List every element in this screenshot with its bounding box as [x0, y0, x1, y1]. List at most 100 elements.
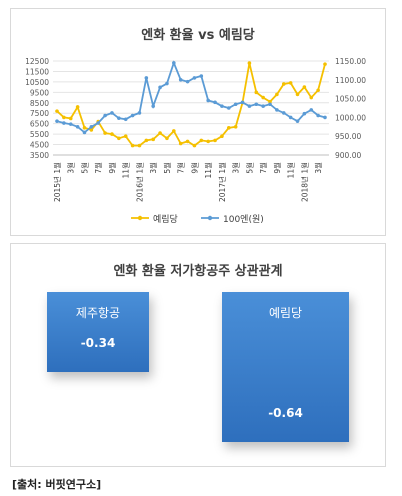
series-point-yen-100: [130, 113, 135, 118]
y-right-tick-label: 950.00: [335, 132, 361, 141]
series-point-yen-100: [199, 74, 204, 78]
y-right-tick-label: 1050.00: [335, 95, 366, 104]
series-point-yelimdang: [123, 134, 128, 138]
series-point-yelimdang: [103, 131, 107, 135]
y-left-tick-label: 6500: [30, 120, 49, 129]
legend-yelimdang-label: 예림당: [153, 213, 178, 225]
x-tick-label: 7월: [258, 162, 268, 174]
series-point-yen-100: [137, 111, 142, 115]
x-tick-label: 3월: [313, 162, 323, 174]
series-point-yen-100: [75, 125, 80, 129]
y-left-tick-label: 9500: [30, 88, 49, 97]
series-point-yelimdang: [213, 138, 217, 143]
x-tick-label: 9월: [107, 162, 117, 174]
y-right-tick-label: 1150.00: [335, 57, 366, 66]
series-point-yelimdang: [233, 125, 238, 129]
series-point-yen-100: [275, 108, 279, 112]
series-point-yen-100: [110, 111, 114, 115]
series-point-yen-100: [82, 130, 87, 135]
x-tick-label: 11월: [203, 162, 213, 179]
series-point-yelimdang: [117, 136, 121, 141]
bar-label-jeju-air: 제주항공: [75, 306, 121, 320]
line-chart-title: 엔화 환율 vs 예림당: [141, 27, 255, 43]
series-point-yelimdang: [254, 90, 259, 95]
series-point-yelimdang: [165, 136, 169, 141]
series-point-yelimdang: [206, 139, 210, 144]
series-point-yen-100: [55, 119, 59, 123]
series-point-yen-100: [158, 85, 162, 90]
series-point-yelimdang: [68, 116, 73, 121]
series-point-yen-100: [89, 125, 94, 129]
y-left-tick-label: 12500: [25, 57, 49, 66]
x-tick-label: 2015년 1월: [52, 162, 62, 202]
x-tick-label: 11월: [121, 162, 131, 179]
series-point-yelimdang: [158, 131, 162, 135]
series-point-yelimdang: [151, 137, 156, 142]
series-point-yelimdang: [295, 92, 300, 97]
correlation-chart-title: 엔화 환율 저가항공주 상관관계: [113, 264, 283, 279]
series-point-yelimdang: [199, 138, 204, 143]
series-point-yelimdang: [268, 99, 272, 104]
exchange-rate-chart-panel: 엔화 환율 vs 예림당 3500 4500 5500 6500 7500 8500 9500…: [10, 8, 386, 236]
x-tick-label: 2016년 1월: [134, 162, 144, 202]
x-tick-label: 5월: [244, 162, 254, 174]
series-point-yelimdang: [82, 126, 87, 130]
series-point-yen-100: [281, 111, 286, 115]
series-point-yen-100: [309, 108, 314, 112]
y-left-tick-label: 10500: [25, 78, 49, 87]
series-point-yen-100: [302, 111, 307, 116]
series-point-yen-100: [268, 102, 272, 107]
series-point-yelimdang: [110, 132, 114, 136]
series-point-yen-100: [288, 115, 293, 120]
y-right-tick-label: 1000.00: [335, 113, 366, 122]
x-tick-label: 2017년 1월: [217, 162, 227, 202]
series-point-yelimdang: [75, 105, 80, 109]
series-point-yen-100: [206, 98, 210, 103]
x-tick-label: 3월: [148, 162, 158, 174]
series-point-yen-100: [316, 113, 320, 118]
bar-value-jeju-air: -0.34: [80, 335, 116, 350]
series-point-yelimdang: [130, 143, 135, 148]
correlation-chart-panel: 엔화 환율 저가항공주 상관관계 제주항공 -0.34 예림당 -0.64: [10, 243, 386, 467]
y-left-tick-label: 3500: [30, 151, 49, 160]
series-point-yelimdang: [281, 82, 286, 86]
series-point-yelimdang: [247, 61, 252, 65]
series-point-yelimdang: [137, 143, 142, 148]
y-left-tick-label: 11500: [25, 67, 49, 76]
y-left-tick-label: 4500: [30, 141, 49, 150]
series-point-yelimdang: [220, 134, 224, 138]
x-tick-label: 2018년 1월: [299, 162, 309, 202]
series-point-yen-100: [254, 102, 259, 107]
x-tick-label: 3월: [66, 162, 76, 174]
x-tick-label: 9월: [189, 162, 199, 174]
series-point-yen-100: [103, 113, 107, 118]
series-point-yelimdang: [323, 62, 327, 66]
x-tick-label: 7월: [93, 162, 103, 174]
series-point-yelimdang: [62, 115, 66, 120]
series-point-yen-100: [226, 106, 231, 110]
series-point-yen-100: [323, 115, 327, 120]
series-point-yelimdang: [275, 92, 279, 97]
legend-yen-100-label: 100엔(원): [223, 214, 264, 225]
series-point-yelimdang: [309, 95, 314, 100]
series-point-yen-100: [213, 100, 217, 105]
series-point-yelimdang: [288, 81, 293, 85]
series-point-yelimdang: [185, 139, 190, 144]
legend-yelimdang-marker: [137, 215, 143, 221]
series-point-yelimdang: [144, 138, 149, 143]
series-point-yen-100: [185, 79, 190, 84]
y-left-tick-label: 8500: [30, 99, 49, 108]
bar-yelimdang: 예림당 -0.64: [222, 292, 349, 442]
series-point-yen-100: [117, 116, 121, 120]
y-left-tick-label: 5500: [30, 130, 49, 139]
series-point-yen-100: [192, 76, 197, 80]
series-point-yen-100: [295, 119, 300, 123]
series-point-yelimdang: [192, 143, 197, 148]
bar-label-yelimdang: 예림당: [268, 306, 303, 320]
x-tick-label: 11월: [286, 162, 296, 179]
series-point-yen-100: [62, 121, 66, 125]
series-point-yelimdang: [55, 109, 59, 113]
series-point-yen-100: [261, 104, 265, 108]
series-point-yelimdang: [302, 85, 307, 89]
